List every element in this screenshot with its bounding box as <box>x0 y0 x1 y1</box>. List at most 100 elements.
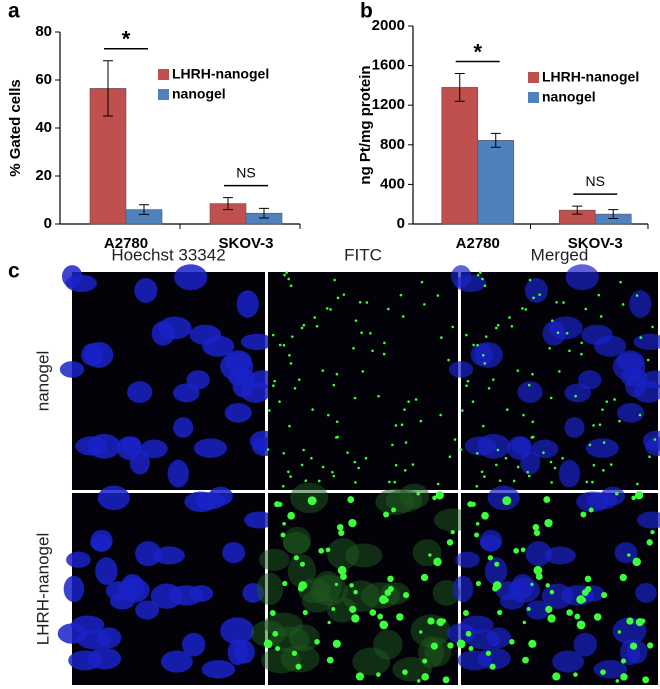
fitc-spot <box>376 672 381 677</box>
nucleus <box>525 600 550 620</box>
cytoplasm <box>288 624 320 652</box>
fitc-spot <box>483 475 486 478</box>
fitc-spot <box>498 479 502 483</box>
nucleus <box>594 335 627 357</box>
fitc-spot <box>300 463 304 467</box>
fitc-spot <box>613 398 616 401</box>
nucleus <box>464 436 497 456</box>
y-tick-label: 1600 <box>372 57 405 74</box>
fitc-spot <box>512 479 516 483</box>
nucleus <box>173 417 194 438</box>
fitc-spot <box>287 277 291 281</box>
fitc-spot <box>510 324 514 328</box>
fitc-spot <box>516 369 520 372</box>
fitc-spot <box>332 383 336 387</box>
nucleus <box>201 660 236 679</box>
fitc-spot <box>331 607 336 611</box>
nucleus <box>629 290 652 318</box>
fitc-spot <box>620 673 628 681</box>
fitc-spot <box>391 507 397 513</box>
nucleus <box>564 417 585 438</box>
fitc-spot <box>496 323 500 327</box>
fitc-spot <box>509 639 515 645</box>
y-tick-label: 80 <box>35 23 52 40</box>
fitc-spot <box>548 346 551 350</box>
nucleus <box>544 546 576 565</box>
fitc-spot <box>532 523 540 531</box>
nucleus <box>524 278 548 303</box>
fitc-spot <box>565 331 569 335</box>
nucleus <box>455 551 480 568</box>
fitc-spot <box>522 413 525 417</box>
nucleus <box>121 573 144 599</box>
fitc-spot <box>474 532 480 538</box>
fitc-spot <box>293 386 297 390</box>
fitc-spot <box>484 335 488 338</box>
column-header: FITC <box>344 245 382 264</box>
nucleus <box>486 627 511 649</box>
cytoplasm <box>345 543 383 568</box>
panel-label: c <box>8 260 20 283</box>
nucleus <box>448 361 474 378</box>
fitc-spot <box>382 352 386 356</box>
fitc-spot <box>617 630 622 634</box>
fitc-spot <box>549 396 553 400</box>
fitc-spot <box>394 463 398 467</box>
fitc-spot <box>332 639 341 648</box>
nucleus <box>87 647 122 670</box>
panel-label: b <box>360 0 373 23</box>
fitc-spot <box>552 672 561 681</box>
nucleus <box>234 640 255 664</box>
fitc-spot <box>297 378 301 381</box>
fitc-spot <box>461 409 464 412</box>
fitc-spot <box>335 372 339 376</box>
fitc-spot <box>483 362 487 365</box>
nucleus <box>531 439 559 459</box>
fitc-spot <box>475 521 480 526</box>
fitc-spot <box>302 448 305 452</box>
nucleus <box>617 402 645 423</box>
fitc-spot <box>289 362 293 365</box>
fitc-spot <box>476 451 479 455</box>
fitc-spot <box>453 438 457 441</box>
nucleus <box>193 438 228 458</box>
fitc-spot <box>619 280 622 284</box>
fitc-spot <box>365 301 369 304</box>
fitc-spot <box>462 610 469 617</box>
fitc-spot <box>377 613 384 620</box>
fitc-spot <box>528 639 537 648</box>
fitc-spot <box>313 316 317 319</box>
nucleus <box>614 542 638 564</box>
fitc-spot <box>403 408 406 411</box>
fitc-spot <box>427 617 435 625</box>
nucleus <box>97 485 130 511</box>
cytoplasm <box>302 590 333 613</box>
fitc-spot <box>620 658 627 664</box>
fitc-spot <box>285 271 288 274</box>
error-bar <box>259 207 269 219</box>
fitc-spot <box>553 466 557 470</box>
fitc-spot <box>636 482 639 486</box>
fitc-spot <box>404 441 408 444</box>
annotation: * <box>122 27 131 52</box>
cytoplasm <box>373 629 403 660</box>
cytoplasm <box>385 489 423 513</box>
annotation: NS <box>586 173 605 189</box>
fitc-spot <box>545 605 553 613</box>
nucleus <box>450 265 472 288</box>
cytoplasm <box>327 597 358 623</box>
fitc-spot <box>273 379 277 383</box>
fitc-spot <box>465 384 468 388</box>
fitc-spot <box>278 343 282 347</box>
fitc-spot <box>288 353 291 357</box>
fitc-spot <box>530 582 534 586</box>
error-bar <box>103 60 113 117</box>
fitc-spot <box>615 491 619 496</box>
fitc-spot <box>321 369 325 372</box>
fitc-spot <box>447 358 450 362</box>
fitc-spot <box>361 370 365 373</box>
fitc-spot <box>401 315 405 318</box>
fitc-spot <box>432 495 437 501</box>
nucleus <box>75 436 108 456</box>
fitc-spot <box>448 455 452 459</box>
